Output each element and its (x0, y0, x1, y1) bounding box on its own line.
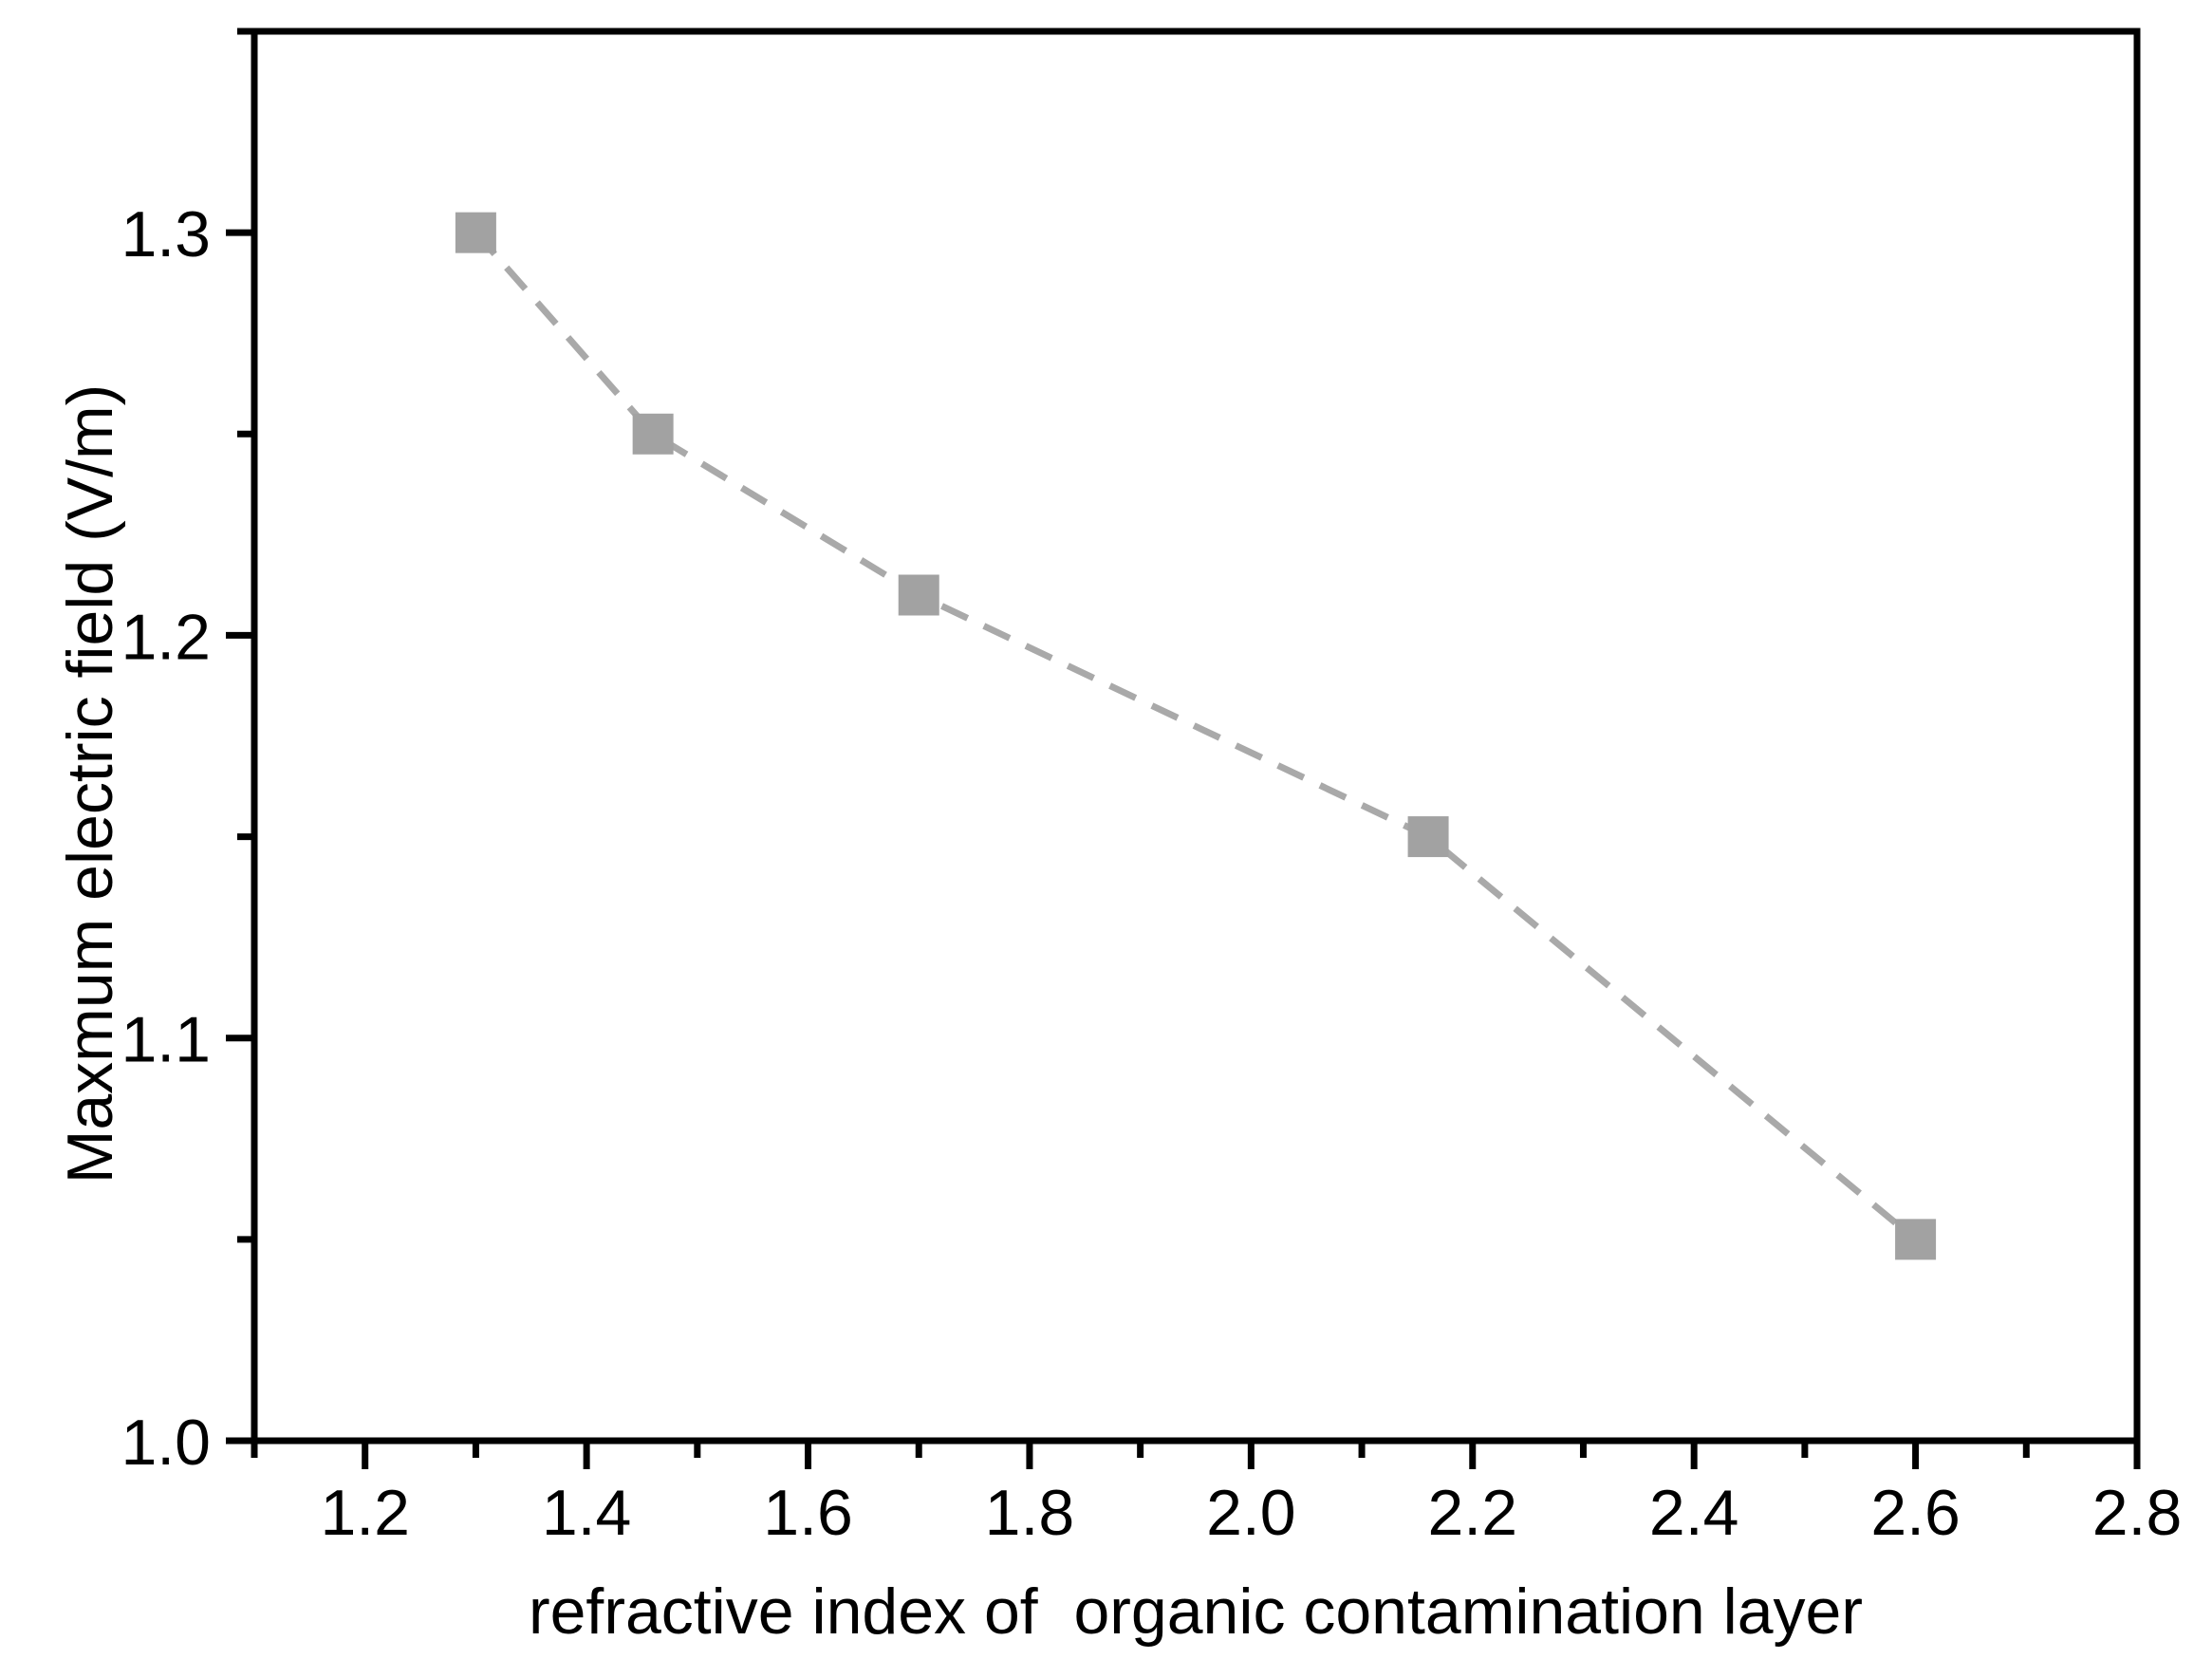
x-axis-tick-label: 1.2 (320, 1477, 410, 1549)
data-point-marker (455, 212, 496, 253)
x-axis-tick-label: 1.8 (985, 1477, 1075, 1549)
data-line (473, 230, 1918, 1242)
data-point-marker (632, 413, 674, 455)
y-axis-tick-label: 1.0 (121, 1407, 211, 1479)
x-axis-title: refractive index of organic contaminatio… (528, 1575, 1864, 1648)
x-axis-tick-label: 1.6 (763, 1477, 853, 1549)
x-axis-tick-label: 2.4 (1649, 1477, 1739, 1549)
y-axis-tick-label: 1.2 (121, 601, 211, 673)
y-axis-tick-label: 1.1 (121, 1004, 211, 1076)
x-axis-tick-label: 2.6 (1870, 1477, 1961, 1549)
data-point-marker (898, 574, 939, 616)
data-point-marker (1895, 1219, 1937, 1260)
x-axis-tick-label: 2.8 (2092, 1477, 2183, 1549)
y-axis-title: Maxmum electric field (V/m) (54, 383, 126, 1184)
x-axis-tick-label: 1.4 (542, 1477, 632, 1549)
x-axis-tick-label: 2.0 (1206, 1477, 1296, 1549)
data-point-marker (1407, 816, 1449, 858)
y-axis-tick-label: 1.3 (121, 198, 211, 270)
x-axis-tick-label: 2.2 (1427, 1477, 1517, 1549)
plot-frame (251, 28, 2141, 1445)
